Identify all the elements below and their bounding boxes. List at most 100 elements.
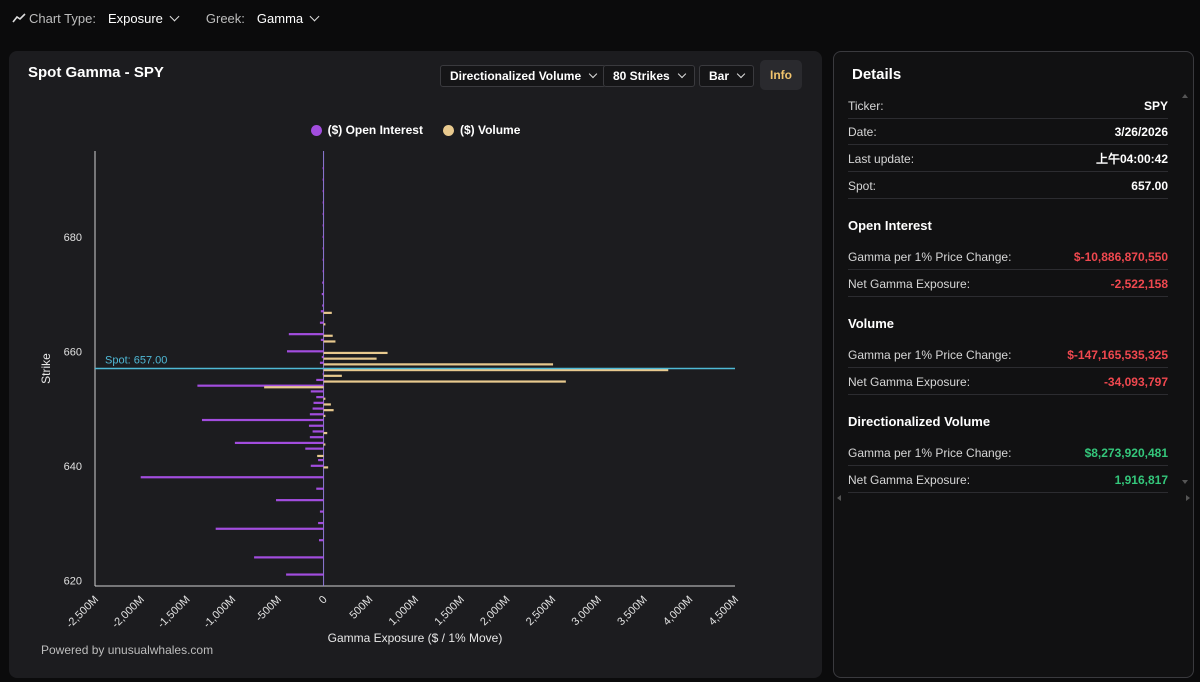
section-volume: Volume: [848, 316, 894, 331]
open-interest-bar: [320, 310, 324, 313]
legend-item-open-interest[interactable]: ($) Open Interest: [310, 123, 423, 137]
open-interest-bar: [319, 321, 324, 324]
open-interest-bar: [319, 539, 324, 542]
detail-label: Net Gamma Exposure:: [848, 472, 971, 487]
section-directionalized: Directionalized Volume: [848, 414, 991, 429]
spot-label: Spot: 657.00: [105, 355, 167, 367]
y-tick-label: 680: [64, 232, 82, 244]
x-tick-label: 500M: [347, 594, 375, 622]
volume-bar: [323, 380, 566, 383]
open-interest-bar: [309, 436, 324, 439]
detail-row-last-update: Last update: 上午04:00:42: [848, 146, 1168, 172]
detail-value: 上午04:00:42: [1095, 152, 1168, 166]
top-toolbar: Chart Type: Exposure Greek: Gamma: [0, 0, 1200, 36]
x-tick-label: 3,000M: [570, 594, 604, 628]
detail-label: Gamma per 1% Price Change:: [848, 249, 1012, 264]
open-interest-bar: [316, 378, 324, 382]
volume-bar: [323, 403, 331, 406]
x-tick-label: -1,000M: [201, 594, 238, 631]
open-interest-bar: [322, 201, 324, 204]
volume-bar: [323, 334, 333, 337]
horizontal-scrollbar[interactable]: [834, 495, 1193, 501]
dir-net-row: Net Gamma Exposure: 1,916,817: [848, 467, 1168, 493]
detail-value: -2,522,158: [1110, 276, 1168, 291]
open-interest-bar: [197, 384, 324, 387]
legend-label: ($) Open Interest: [327, 123, 423, 137]
scroll-up-arrow-icon[interactable]: [1182, 94, 1188, 98]
detail-label: Net Gamma Exposure:: [848, 374, 971, 389]
chevron-down-icon: [309, 11, 320, 21]
open-interest-bar: [288, 333, 324, 336]
open-interest-bar: [318, 458, 324, 462]
volume-bar: [323, 357, 377, 360]
volume-mode-dropdown[interactable]: Directionalized Volume: [440, 65, 607, 87]
detail-value: $8,273,920,481: [1084, 445, 1168, 460]
open-interest-bar: [319, 510, 324, 513]
vol-net-row: Net Gamma Exposure: -34,093,797: [848, 369, 1168, 395]
scroll-right-arrow-icon[interactable]: [1186, 495, 1190, 501]
open-interest-bar: [322, 178, 324, 181]
detail-value: -34,093,797: [1103, 374, 1168, 389]
detail-label: Net Gamma Exposure:: [848, 276, 971, 291]
open-interest-bar: [322, 373, 324, 376]
detail-label: Spot:: [848, 178, 877, 193]
volume-bar: [323, 431, 328, 435]
open-interest-bar: [319, 361, 324, 364]
x-axis-title: Gamma Exposure ($ / 1% Move): [328, 631, 503, 645]
chart-panel: Spot Gamma - SPY Directionalized Volume …: [9, 51, 822, 678]
y-tick-label: 660: [64, 346, 82, 358]
detail-value: 657.00: [1131, 178, 1168, 193]
open-interest-bar: [318, 521, 324, 525]
open-interest-bar: [322, 258, 324, 261]
open-interest-bar: [313, 401, 324, 404]
detail-row-ticker: Ticker: SPY: [848, 93, 1168, 119]
chart-style-dropdown[interactable]: Bar: [699, 65, 755, 87]
detail-value: 1,916,817: [1114, 472, 1168, 487]
oi-gamma-row: Gamma per 1% Price Change: $-10,886,870,…: [848, 244, 1168, 270]
open-interest-bar: [310, 464, 324, 467]
open-interest-bar: [316, 396, 324, 399]
greek-value: Gamma: [256, 10, 304, 26]
x-tick-label: -1,500M: [156, 594, 193, 631]
volume-bar: [323, 414, 326, 417]
chart-type-label: Chart Type:: [29, 10, 96, 26]
detail-label: Last update:: [848, 151, 915, 166]
gamma-exposure-chart: 620 640 660 680 -2,500M -2,000M -1,500M -1,000M…: [39, 151, 741, 645]
chart-style-value: Bar: [709, 69, 730, 83]
x-tick-label: 1,000M: [387, 594, 421, 628]
open-interest-bar: [322, 270, 324, 273]
open-interest-bar: [254, 556, 324, 559]
section-open-interest: Open Interest: [848, 218, 932, 233]
chart-legend: ($) Open Interest ($) Volume: [9, 123, 822, 137]
chart-type-dropdown[interactable]: Chart Type: Exposure: [12, 10, 180, 26]
open-interest-bar: [286, 573, 324, 576]
info-button[interactable]: Info: [760, 60, 802, 90]
y-axis-title: Strike: [39, 353, 53, 384]
strikes-dropdown[interactable]: 80 Strikes: [603, 65, 695, 87]
open-interest-bar: [321, 355, 324, 359]
greek-dropdown[interactable]: Greek: Gamma: [206, 10, 320, 26]
detail-label: Gamma per 1% Price Change:: [848, 445, 1012, 460]
open-interest-bar: [322, 189, 324, 193]
chevron-down-icon: [169, 11, 180, 21]
details-title: Details: [852, 66, 902, 83]
x-tick-label: 0: [317, 594, 330, 607]
scroll-left-arrow-icon[interactable]: [837, 495, 841, 501]
x-tick-label: 3,500M: [615, 594, 649, 628]
open-interest-bar: [322, 235, 324, 238]
detail-value: SPY: [1143, 98, 1168, 113]
x-tick-label: -500M: [253, 594, 284, 625]
x-tick-label: 2,500M: [524, 594, 558, 628]
legend-dot: [442, 124, 454, 136]
open-interest-bar: [140, 476, 324, 479]
open-interest-bar: [322, 212, 324, 216]
legend-item-volume[interactable]: ($) Volume: [442, 123, 520, 137]
y-tick-label: 620: [64, 575, 82, 587]
open-interest-bar: [287, 350, 324, 353]
volume-bar: [323, 443, 326, 446]
open-interest-bar: [308, 424, 324, 427]
open-interest-bar: [201, 418, 324, 422]
scroll-down-arrow-icon[interactable]: [1182, 480, 1188, 484]
detail-label: Gamma per 1% Price Change:: [848, 347, 1012, 362]
open-interest-bar: [276, 499, 324, 502]
